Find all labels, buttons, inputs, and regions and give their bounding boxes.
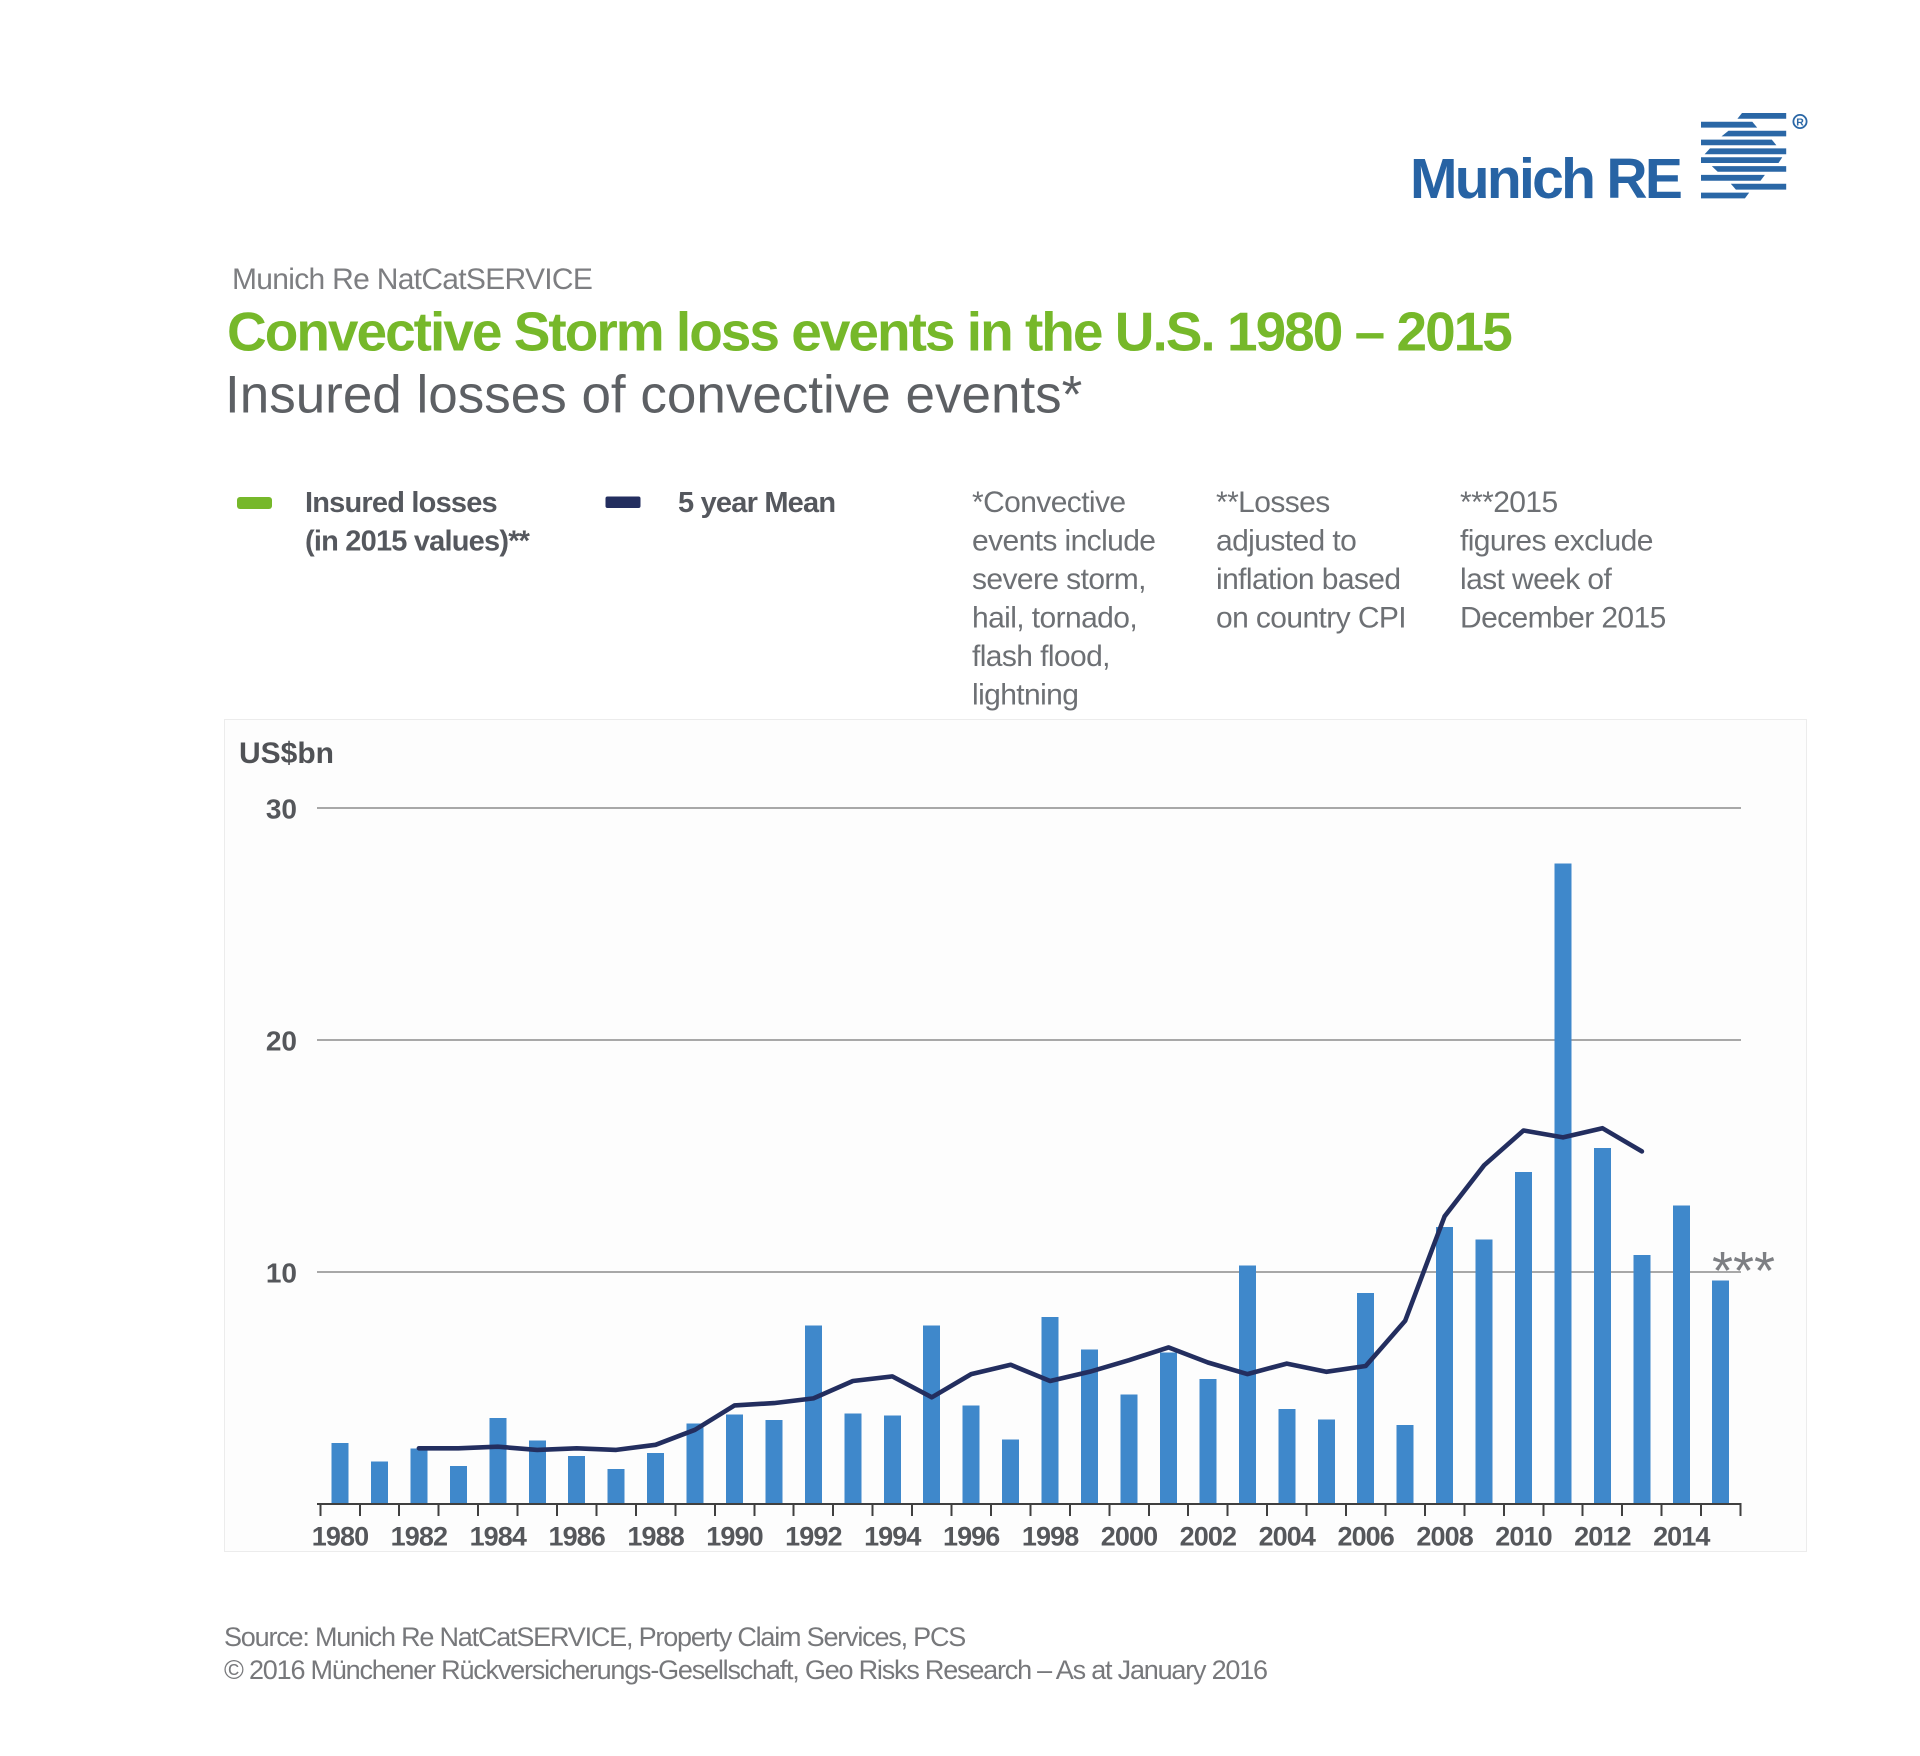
svg-text:adjusted to: adjusted to	[1216, 525, 1356, 558]
svg-text:events include: events include	[972, 525, 1155, 558]
svg-text:on country CPI: on country CPI	[1216, 602, 1406, 635]
svg-text:lightning: lightning	[972, 679, 1078, 712]
svg-text:2010: 2010	[1495, 1522, 1551, 1552]
svg-text:1990: 1990	[706, 1522, 762, 1552]
svg-text:1994: 1994	[864, 1522, 921, 1552]
svg-text:Munich RE: Munich RE	[1410, 147, 1681, 211]
svg-text:20: 20	[266, 1026, 297, 1057]
svg-text:© 2016 Münchener Rückversicher: © 2016 Münchener Rückversicherungs-Gesel…	[224, 1655, 1267, 1685]
svg-text:Convective Storm loss events i: Convective Storm loss events in the U.S.…	[227, 301, 1512, 363]
svg-text:2006: 2006	[1337, 1522, 1394, 1552]
svg-text:2002: 2002	[1180, 1522, 1236, 1552]
svg-text:1984: 1984	[470, 1522, 527, 1552]
svg-text:**Losses: **Losses	[1216, 486, 1330, 519]
svg-text:inflation based: inflation based	[1216, 563, 1400, 596]
svg-text:***: ***	[1712, 1241, 1775, 1301]
svg-text:1982: 1982	[391, 1522, 447, 1552]
svg-text:2004: 2004	[1259, 1522, 1316, 1552]
svg-text:hail, tornado,: hail, tornado,	[972, 602, 1137, 635]
svg-text:2012: 2012	[1574, 1522, 1630, 1552]
svg-text:R: R	[1796, 117, 1804, 129]
svg-text:1996: 1996	[943, 1522, 1000, 1552]
svg-text:flash flood,: flash flood,	[972, 640, 1110, 673]
svg-text:US$bn: US$bn	[239, 737, 334, 770]
svg-text:5 year Mean: 5 year Mean	[678, 487, 835, 519]
svg-text:2000: 2000	[1101, 1522, 1157, 1552]
svg-text:2008: 2008	[1416, 1522, 1473, 1552]
svg-text:Source: Munich Re NatCatSERVIC: Source: Munich Re NatCatSERVICE, Propert…	[224, 1622, 965, 1652]
svg-text:Insured losses of convective e: Insured losses of convective events*	[225, 366, 1082, 425]
svg-text:last week of: last week of	[1460, 563, 1612, 596]
svg-text:2014: 2014	[1653, 1522, 1710, 1552]
svg-text:10: 10	[266, 1258, 297, 1289]
svg-text:figures exclude: figures exclude	[1460, 525, 1653, 558]
svg-text:1988: 1988	[627, 1522, 684, 1552]
svg-text:30: 30	[266, 794, 297, 825]
svg-text:1980: 1980	[312, 1522, 368, 1552]
svg-text:December 2015: December 2015	[1460, 602, 1666, 635]
svg-text:Munich Re NatCatSERVICE: Munich Re NatCatSERVICE	[232, 263, 592, 296]
svg-text:***2015: ***2015	[1460, 486, 1558, 519]
svg-text:*Convective: *Convective	[972, 486, 1125, 519]
svg-text:1986: 1986	[548, 1522, 605, 1552]
svg-text:1992: 1992	[785, 1522, 841, 1552]
svg-text:1998: 1998	[1022, 1522, 1079, 1552]
svg-text:Insured losses: Insured losses	[305, 487, 497, 519]
svg-text:severe storm,: severe storm,	[972, 563, 1146, 596]
svg-text:(in 2015 values)**: (in 2015 values)**	[305, 526, 531, 558]
